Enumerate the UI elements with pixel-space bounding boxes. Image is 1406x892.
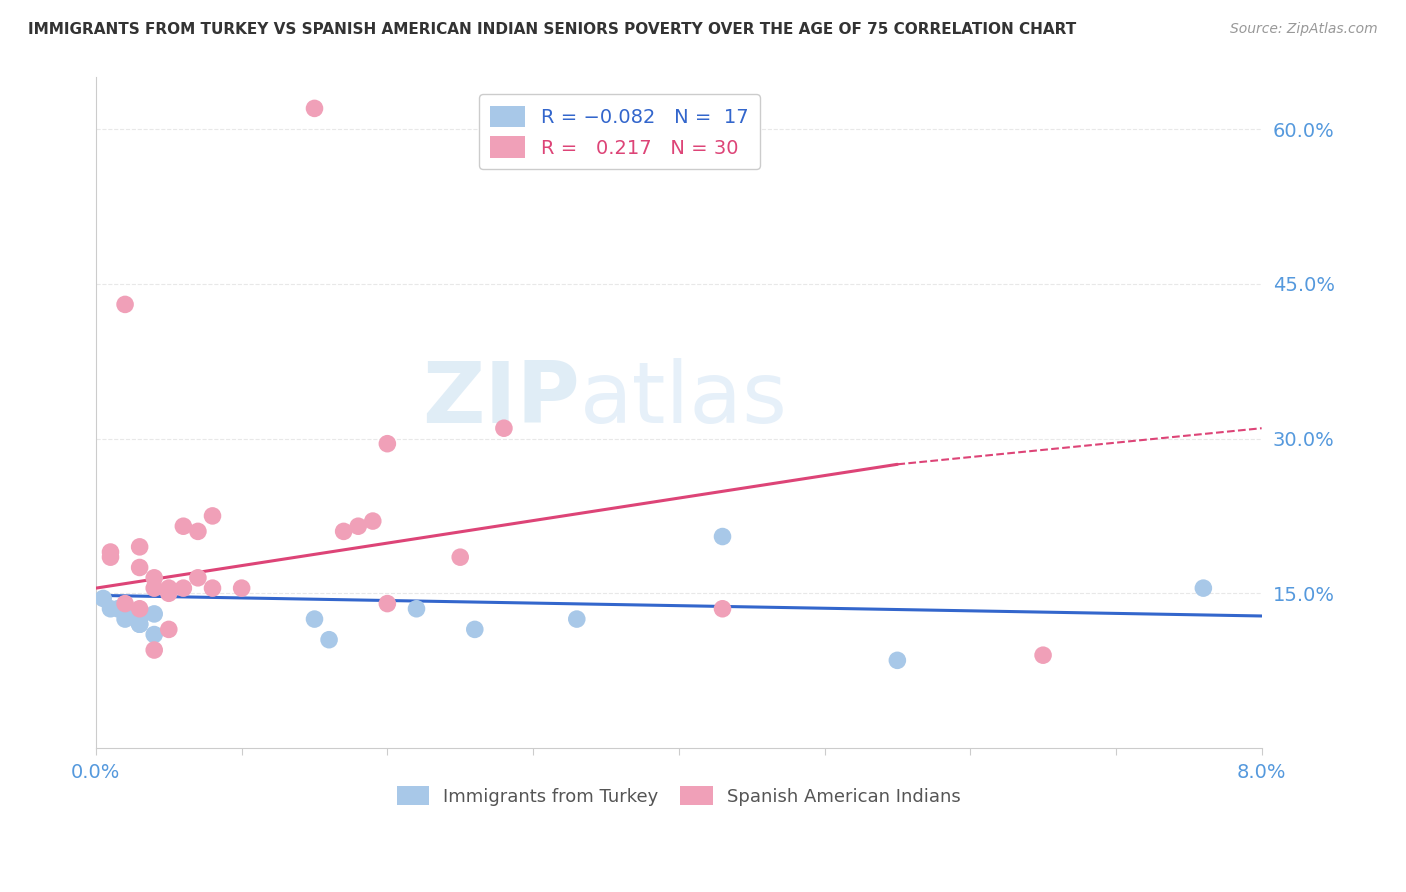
Point [91,591,114,606]
Point [128,617,150,632]
Point [405,601,427,615]
Point [318,632,340,647]
Point [377,436,399,450]
Point [377,597,399,611]
Text: ZIP: ZIP [422,358,579,441]
Point [143,581,166,595]
Point [347,519,370,533]
Point [361,514,384,528]
Point [304,612,326,626]
Point [100,545,122,559]
Point [492,421,515,435]
Point [886,653,908,667]
Point [1192,581,1215,595]
Point [143,643,166,657]
Point [128,617,150,632]
Point [100,550,122,565]
Point [100,601,122,615]
Point [449,550,471,565]
Point [143,571,166,585]
Point [231,581,253,595]
Point [143,627,166,641]
Point [187,571,209,585]
Legend: Immigrants from Turkey, Spanish American Indians: Immigrants from Turkey, Spanish American… [389,779,969,813]
Point [107,601,129,615]
Point [114,597,136,611]
Point [114,612,136,626]
Point [128,612,150,626]
Point [172,519,194,533]
Point [464,623,486,637]
Point [128,560,150,574]
Point [711,601,734,615]
Point [143,607,166,621]
Point [128,540,150,554]
Point [114,297,136,311]
Point [114,607,136,621]
Point [711,530,734,544]
Point [172,581,194,595]
Point [565,612,588,626]
Text: atlas: atlas [579,358,787,441]
Point [128,601,150,615]
Point [201,508,224,523]
Point [157,581,180,595]
Point [332,524,354,539]
Text: Source: ZipAtlas.com: Source: ZipAtlas.com [1230,22,1378,37]
Point [304,102,326,116]
Point [157,623,180,637]
Text: IMMIGRANTS FROM TURKEY VS SPANISH AMERICAN INDIAN SENIORS POVERTY OVER THE AGE O: IMMIGRANTS FROM TURKEY VS SPANISH AMERIC… [28,22,1077,37]
Point [1032,648,1054,663]
Point [157,586,180,600]
Point [201,581,224,595]
Point [187,524,209,539]
